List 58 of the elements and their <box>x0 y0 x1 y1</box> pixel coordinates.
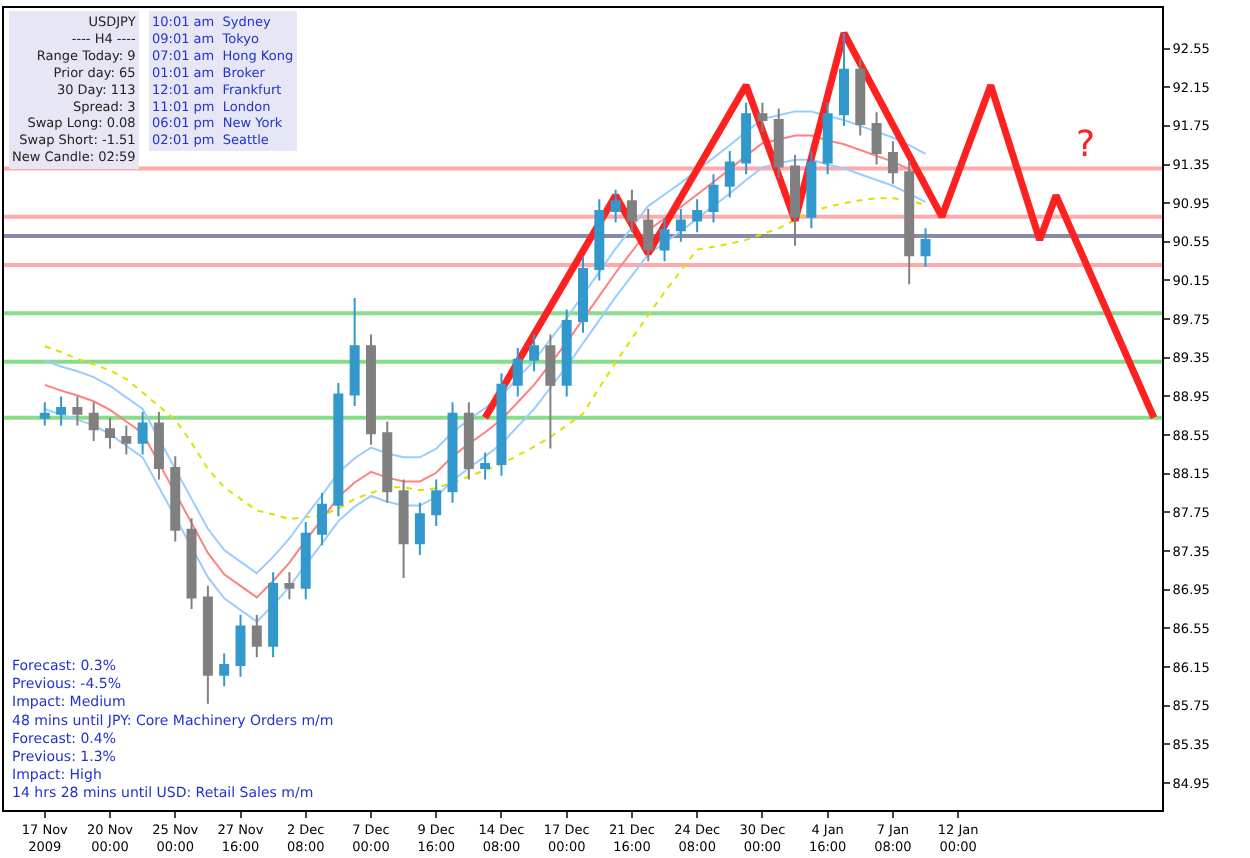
candlestick <box>447 401 458 504</box>
candlestick <box>773 107 784 180</box>
candlestick <box>365 333 376 446</box>
candlestick <box>186 517 197 611</box>
candlestick <box>741 101 752 176</box>
candlestick <box>414 501 425 556</box>
candlestick <box>578 256 588 334</box>
candlestick <box>382 420 393 504</box>
candlestick <box>317 492 328 547</box>
candlestick <box>724 150 735 199</box>
candlestick <box>496 372 507 477</box>
candlestick <box>790 153 801 247</box>
candlestick <box>708 173 719 224</box>
candlestick <box>545 333 556 450</box>
candlestick <box>904 159 915 286</box>
candlestick <box>838 32 849 127</box>
annotation: ? <box>1076 124 1096 166</box>
candlestick <box>121 424 132 456</box>
candlestick <box>512 347 523 398</box>
candlestick <box>39 401 50 427</box>
line-series <box>481 29 1158 422</box>
candlestick <box>871 111 882 166</box>
candlestick <box>235 613 246 678</box>
candlestick <box>643 207 654 263</box>
candlestick <box>333 381 344 518</box>
candlestick <box>920 227 931 268</box>
candlestick <box>56 395 67 427</box>
candlestick <box>170 455 181 543</box>
candlestick <box>300 521 311 601</box>
candlestick <box>137 410 148 456</box>
candlestick <box>480 451 491 481</box>
candlestick <box>463 401 474 481</box>
candlestick <box>284 571 295 601</box>
candlestick <box>610 188 621 224</box>
line-series <box>43 197 927 521</box>
candlestick <box>806 150 817 230</box>
candlestick <box>822 101 833 176</box>
candlestick <box>105 416 116 450</box>
candlestick <box>153 410 164 481</box>
candlestick <box>202 584 213 705</box>
candlestick <box>626 188 637 234</box>
candlestick <box>219 652 230 688</box>
candlestick <box>268 571 279 659</box>
candlestick <box>594 198 605 282</box>
candlestick <box>659 217 670 263</box>
candlestick <box>431 478 442 527</box>
candlestick <box>692 198 703 234</box>
candlestick <box>855 57 866 137</box>
candlestick <box>529 333 540 373</box>
candlestick <box>72 395 83 427</box>
candlestick <box>251 613 262 659</box>
candlestick <box>887 140 898 185</box>
candlestick <box>88 401 99 442</box>
candlestick <box>349 296 360 408</box>
candlestick <box>398 478 409 580</box>
candlestick <box>561 308 572 398</box>
candlestick <box>757 101 768 133</box>
candlestick <box>675 207 686 243</box>
